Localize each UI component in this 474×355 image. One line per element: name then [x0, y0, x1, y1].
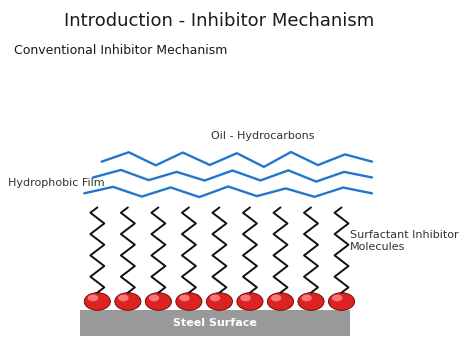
- Ellipse shape: [210, 295, 220, 301]
- Ellipse shape: [118, 295, 129, 301]
- Text: Oil - Hydrocarbons: Oil - Hydrocarbons: [211, 131, 314, 141]
- Ellipse shape: [271, 295, 282, 301]
- Text: Conventional Inhibitor Mechanism: Conventional Inhibitor Mechanism: [15, 44, 228, 57]
- Ellipse shape: [88, 295, 98, 301]
- Bar: [80, 310, 350, 336]
- Text: Hydrophobic Film: Hydrophobic Film: [8, 178, 105, 188]
- Ellipse shape: [237, 293, 263, 310]
- Ellipse shape: [179, 295, 190, 301]
- Text: Surfactant Inhibitor
Molecules: Surfactant Inhibitor Molecules: [350, 230, 459, 252]
- Ellipse shape: [301, 295, 312, 301]
- Ellipse shape: [146, 293, 172, 310]
- Ellipse shape: [240, 295, 251, 301]
- Ellipse shape: [298, 293, 324, 310]
- Text: Steel Surface: Steel Surface: [173, 318, 257, 328]
- Ellipse shape: [84, 293, 110, 310]
- Ellipse shape: [176, 293, 202, 310]
- Ellipse shape: [206, 293, 233, 310]
- Ellipse shape: [149, 295, 159, 301]
- Ellipse shape: [332, 295, 342, 301]
- Ellipse shape: [115, 293, 141, 310]
- Ellipse shape: [267, 293, 293, 310]
- Ellipse shape: [328, 293, 355, 310]
- Text: Introduction - Inhibitor Mechanism: Introduction - Inhibitor Mechanism: [64, 12, 374, 30]
